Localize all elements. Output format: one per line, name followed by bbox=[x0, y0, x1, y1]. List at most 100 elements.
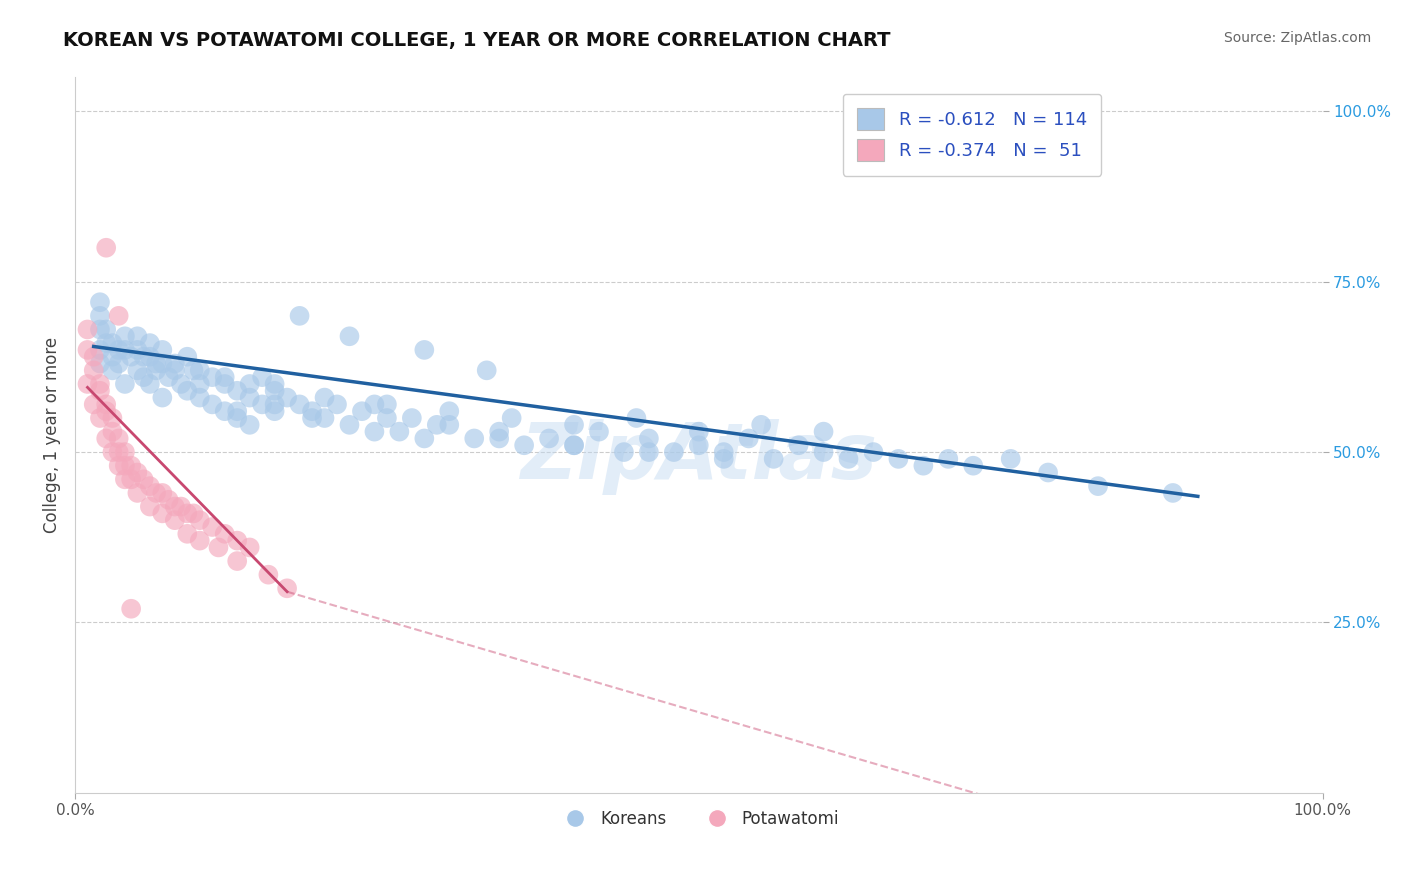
Point bbox=[139, 500, 162, 514]
Point bbox=[127, 363, 149, 377]
Point bbox=[787, 438, 810, 452]
Point bbox=[562, 438, 585, 452]
Point bbox=[239, 391, 262, 405]
Point bbox=[214, 526, 236, 541]
Point bbox=[1161, 486, 1184, 500]
Point bbox=[1087, 479, 1109, 493]
Point bbox=[638, 445, 661, 459]
Point bbox=[314, 411, 336, 425]
Point bbox=[250, 370, 273, 384]
Point bbox=[413, 432, 436, 446]
Point bbox=[250, 397, 273, 411]
Point bbox=[96, 322, 118, 336]
Point bbox=[339, 417, 361, 432]
Point bbox=[163, 363, 186, 377]
Point bbox=[226, 404, 249, 418]
Point bbox=[96, 336, 118, 351]
Point bbox=[562, 438, 585, 452]
Point bbox=[288, 397, 311, 411]
Point bbox=[239, 541, 262, 555]
Point bbox=[132, 350, 155, 364]
Point bbox=[613, 445, 636, 459]
Point bbox=[145, 363, 167, 377]
Point bbox=[150, 343, 173, 357]
Point bbox=[762, 451, 785, 466]
Point bbox=[638, 432, 661, 446]
Point bbox=[150, 486, 173, 500]
Point bbox=[239, 417, 262, 432]
Point bbox=[226, 554, 249, 568]
Point bbox=[363, 425, 385, 439]
Point bbox=[1000, 451, 1022, 466]
Point bbox=[101, 425, 124, 439]
Point bbox=[120, 601, 142, 615]
Point bbox=[738, 432, 761, 446]
Point bbox=[89, 384, 111, 398]
Point bbox=[301, 404, 323, 418]
Point bbox=[263, 397, 285, 411]
Point bbox=[107, 445, 129, 459]
Point bbox=[188, 513, 211, 527]
Point bbox=[276, 582, 298, 596]
Point bbox=[157, 492, 180, 507]
Point bbox=[89, 376, 111, 391]
Point bbox=[114, 458, 136, 473]
Point bbox=[538, 432, 561, 446]
Point bbox=[114, 472, 136, 486]
Point bbox=[132, 472, 155, 486]
Point bbox=[89, 357, 111, 371]
Point bbox=[96, 432, 118, 446]
Point bbox=[101, 336, 124, 351]
Y-axis label: College, 1 year or more: College, 1 year or more bbox=[44, 337, 60, 533]
Point bbox=[170, 376, 193, 391]
Point bbox=[176, 350, 198, 364]
Point bbox=[813, 425, 835, 439]
Point bbox=[150, 391, 173, 405]
Point bbox=[120, 458, 142, 473]
Point bbox=[862, 445, 884, 459]
Point bbox=[163, 357, 186, 371]
Point bbox=[263, 376, 285, 391]
Point bbox=[96, 404, 118, 418]
Point bbox=[226, 411, 249, 425]
Point bbox=[962, 458, 984, 473]
Point bbox=[188, 376, 211, 391]
Point bbox=[887, 451, 910, 466]
Point bbox=[339, 329, 361, 343]
Point bbox=[89, 343, 111, 357]
Point bbox=[107, 458, 129, 473]
Point bbox=[89, 411, 111, 425]
Point bbox=[749, 417, 772, 432]
Point bbox=[150, 507, 173, 521]
Point bbox=[463, 432, 485, 446]
Point bbox=[96, 397, 118, 411]
Point bbox=[145, 357, 167, 371]
Point bbox=[107, 343, 129, 357]
Point bbox=[76, 343, 98, 357]
Legend: Koreans, Potawatomi: Koreans, Potawatomi bbox=[553, 803, 845, 834]
Point bbox=[488, 425, 510, 439]
Point bbox=[83, 350, 105, 364]
Point bbox=[83, 397, 105, 411]
Point bbox=[127, 486, 149, 500]
Point bbox=[127, 329, 149, 343]
Point bbox=[76, 376, 98, 391]
Point bbox=[139, 479, 162, 493]
Point bbox=[101, 350, 124, 364]
Point bbox=[214, 376, 236, 391]
Point bbox=[239, 376, 262, 391]
Point bbox=[120, 472, 142, 486]
Point bbox=[132, 370, 155, 384]
Point bbox=[688, 425, 710, 439]
Point bbox=[139, 350, 162, 364]
Point bbox=[263, 384, 285, 398]
Point bbox=[912, 458, 935, 473]
Point bbox=[96, 241, 118, 255]
Point bbox=[688, 438, 710, 452]
Point bbox=[114, 329, 136, 343]
Point bbox=[101, 411, 124, 425]
Point bbox=[1036, 466, 1059, 480]
Point bbox=[163, 500, 186, 514]
Point bbox=[176, 526, 198, 541]
Text: ZipAtlas: ZipAtlas bbox=[520, 418, 877, 494]
